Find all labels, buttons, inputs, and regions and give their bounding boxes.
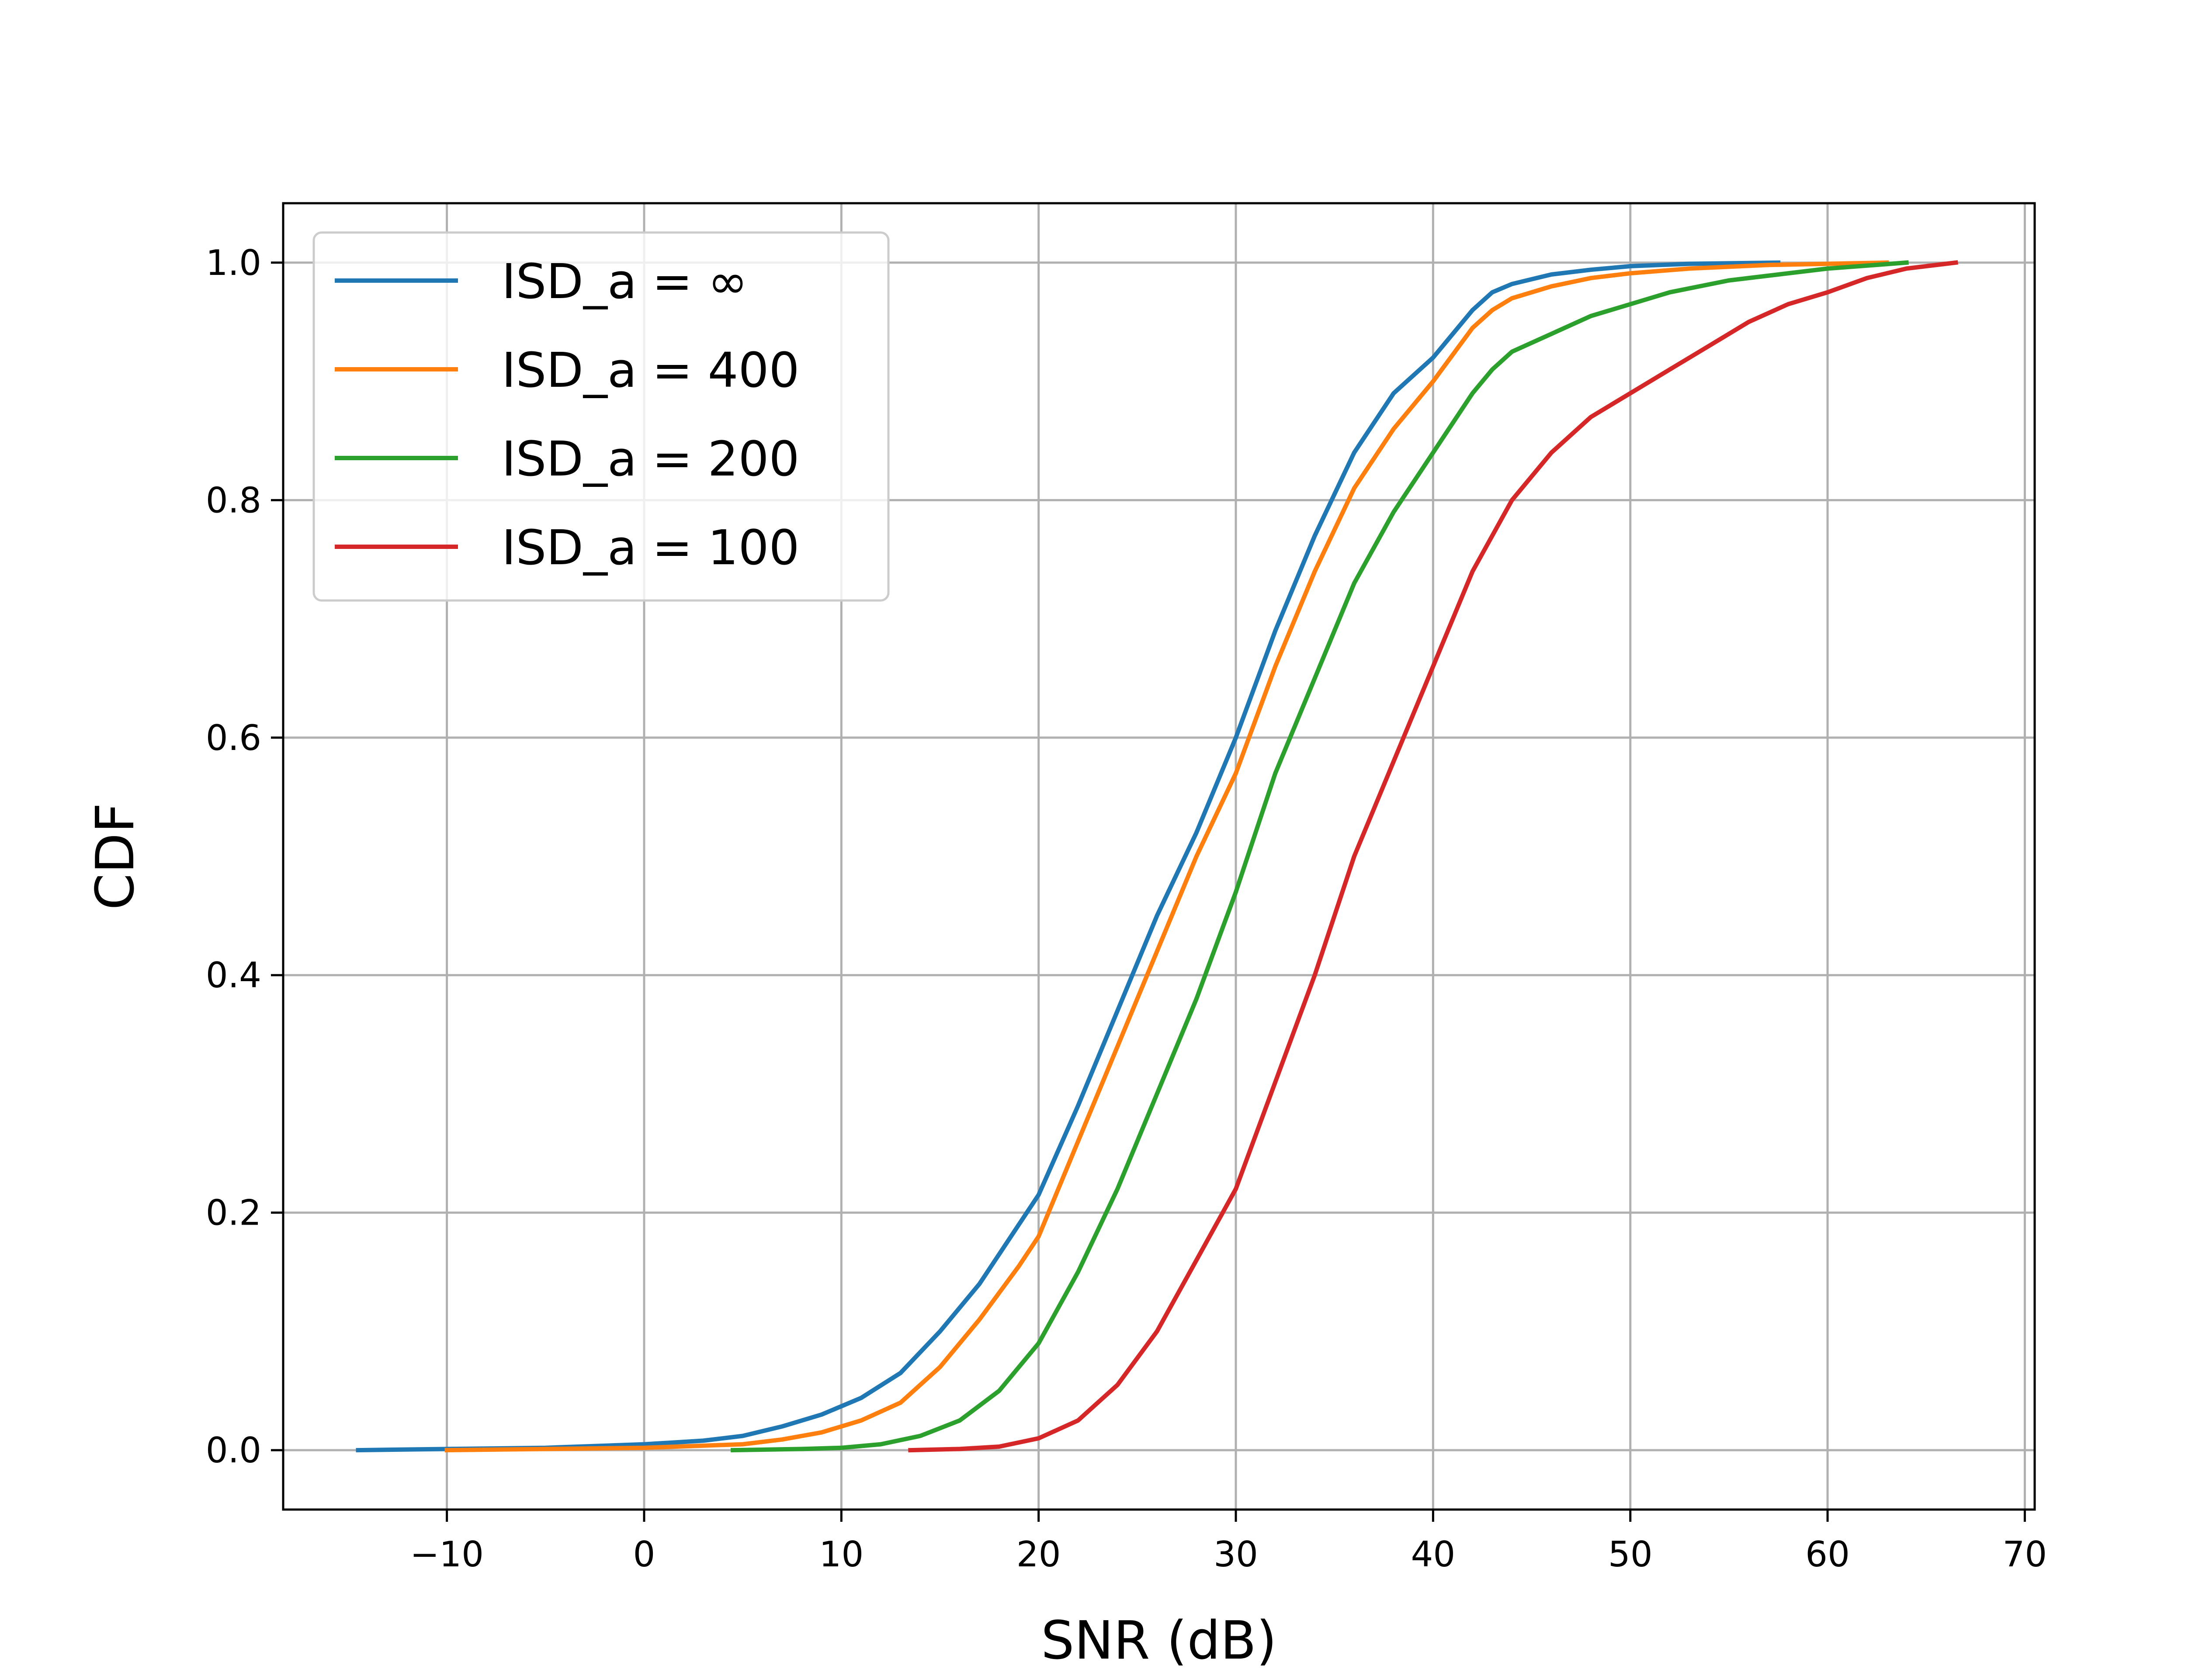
x-tick-label: 60 <box>1805 1534 1850 1575</box>
legend-label: ISD_a = 200 <box>502 431 799 487</box>
x-tick-label: 20 <box>1016 1534 1061 1575</box>
series-line-4 <box>908 260 1959 1453</box>
y-tick-label: 0.8 <box>206 480 261 521</box>
x-axis-label: SNR (dB) <box>1041 1611 1277 1671</box>
x-tick-label: 10 <box>819 1534 864 1575</box>
legend-box <box>312 231 890 602</box>
series-line-3 <box>731 260 1909 1453</box>
y-axis-label: CDF <box>85 803 146 910</box>
y-tick-label: 0.2 <box>206 1193 261 1233</box>
series-line-2 <box>444 260 1889 1453</box>
plot-frame <box>282 202 2036 1511</box>
y-tick-label: 1.0 <box>206 243 261 283</box>
x-tick-label: 40 <box>1411 1534 1455 1575</box>
legend-label: ISD_a = 100 <box>502 520 799 576</box>
legend: ISD_a = ∞ ISD_a = 400 ISD_a = 200 ISD_a = 1… <box>312 231 890 602</box>
y-tick-label: 0.6 <box>206 718 261 758</box>
x-tick-label: 30 <box>1214 1534 1258 1575</box>
series-lines <box>356 260 1959 1453</box>
y-tick-label: 0.0 <box>206 1430 261 1471</box>
axis-ticks: −10 0 10 20 30 40 50 60 70 0.0 0.2 0.4 0.6 0.8 1.0 <box>206 243 2047 1575</box>
y-tick-label: 0.4 <box>206 955 261 996</box>
x-tick-label: −10 <box>410 1534 484 1575</box>
legend-label: ISD_a = 400 <box>502 342 799 398</box>
series-line-1 <box>356 260 1781 1453</box>
x-tick-label: 50 <box>1608 1534 1653 1575</box>
x-tick-label: 0 <box>633 1534 656 1575</box>
x-tick-label: 70 <box>2003 1534 2047 1575</box>
legend-label: ISD_a = ∞ <box>502 253 748 309</box>
